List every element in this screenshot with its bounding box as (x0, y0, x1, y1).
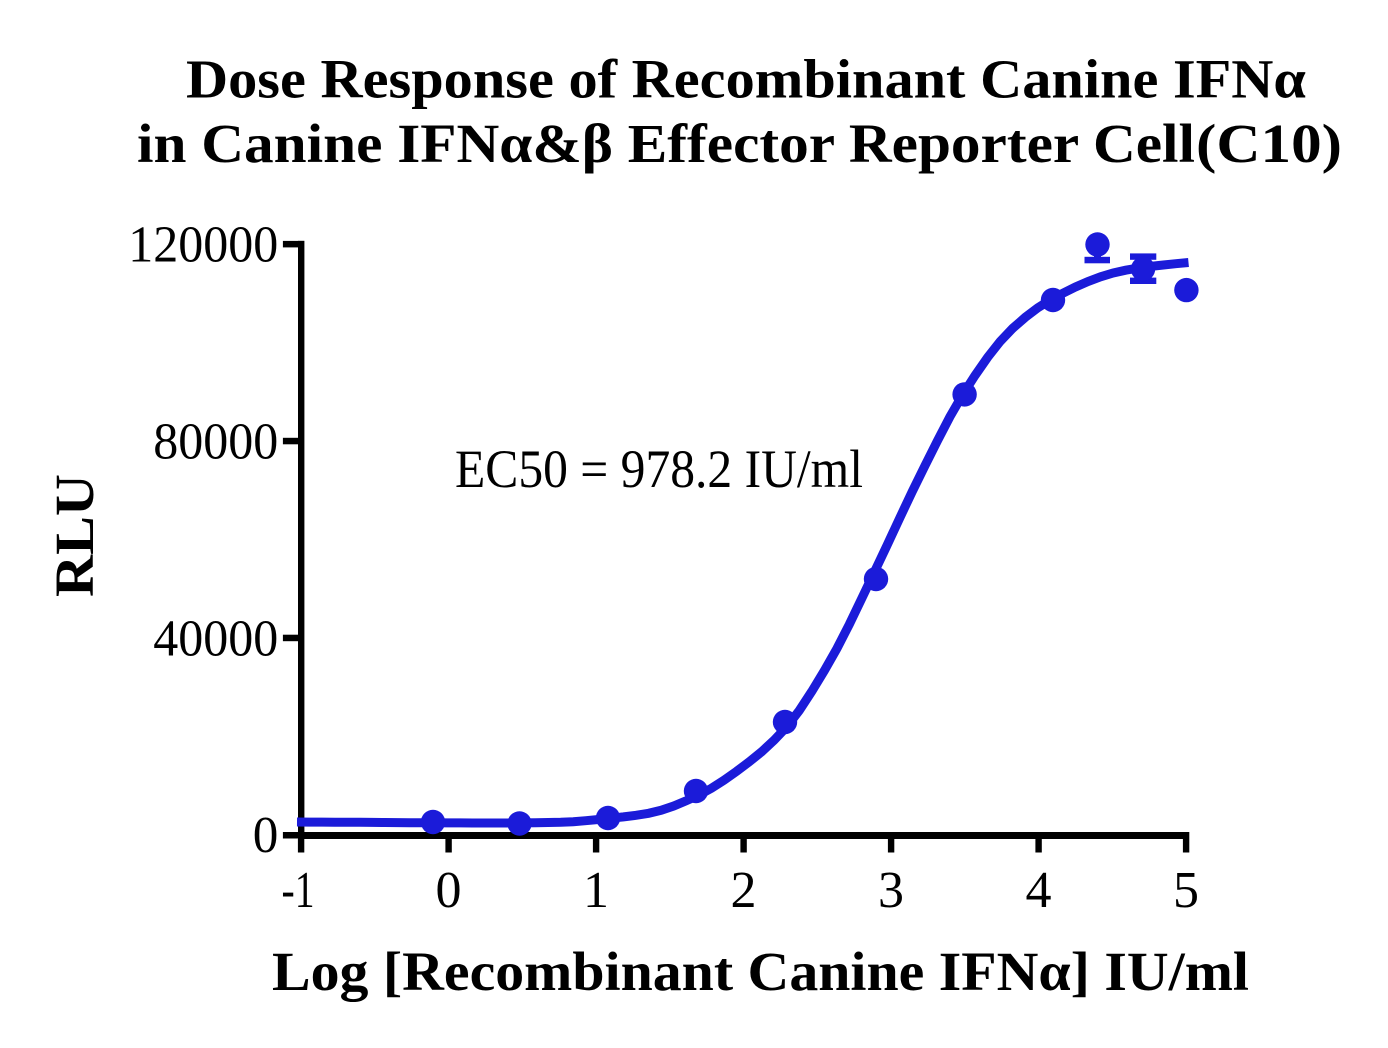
svg-text:EC50 = 978.2 IU/ml: EC50 = 978.2 IU/ml (455, 439, 863, 499)
svg-text:RLU: RLU (44, 474, 105, 597)
svg-text:40000: 40000 (153, 610, 278, 667)
svg-text:Dose Response of Recombinant C: Dose Response of Recombinant Canine IFNα (186, 49, 1306, 110)
svg-text:Log [Recombinant Canine IFNα]: Log [Recombinant Canine IFNα] IU/ml (272, 941, 1249, 1002)
svg-text:5: 5 (1173, 862, 1199, 919)
svg-text:80000: 80000 (153, 413, 278, 470)
svg-text:0: 0 (436, 862, 462, 919)
svg-text:1: 1 (583, 862, 609, 919)
svg-text:4: 4 (1026, 862, 1052, 919)
svg-text:0: 0 (253, 807, 279, 864)
svg-text:-1: -1 (282, 862, 315, 919)
svg-text:3: 3 (878, 862, 904, 919)
svg-text:(C10): (C10) (1196, 113, 1342, 174)
svg-text:in Canine IFNα&β Effector Repo: in Canine IFNα&β Effector Reporter Cell (137, 113, 1195, 174)
svg-text:2: 2 (731, 862, 757, 919)
svg-text:120000: 120000 (128, 217, 278, 274)
